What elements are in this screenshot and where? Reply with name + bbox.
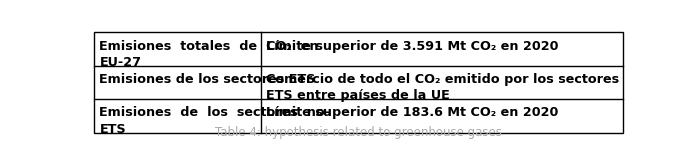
Bar [94,32,624,132]
Text: Comercio de todo el CO₂ emitido por los sectores
ETS entre países de la UE: Comercio de todo el CO₂ emitido por los … [266,73,620,103]
Text: Límite superior de 183.6 Mt CO₂ en 2020: Límite superior de 183.6 Mt CO₂ en 2020 [266,106,559,120]
Text: Emisiones de los sectores ETS: Emisiones de los sectores ETS [99,73,316,86]
Text: Límite superior de 3.591 Mt CO₂ en 2020: Límite superior de 3.591 Mt CO₂ en 2020 [266,40,559,52]
Text: Table 4: hypothesis related to greenhouse gases: Table 4: hypothesis related to greenhous… [216,126,502,139]
Text: Emisiones  totales  de  CO₂  en
EU-27: Emisiones totales de CO₂ en EU-27 [99,40,319,69]
Text: Emisiones  de  los  sectores  no-
ETS: Emisiones de los sectores no- ETS [99,106,330,136]
